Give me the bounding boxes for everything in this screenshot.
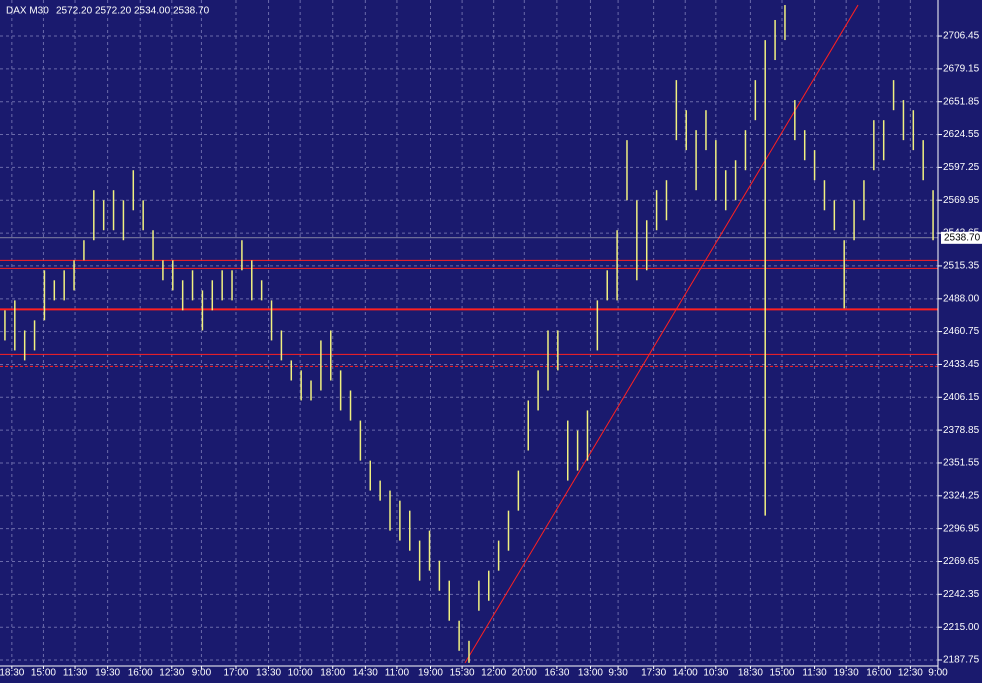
x-tick-label: 13:00: [578, 668, 603, 678]
x-tick-label: 9:30: [608, 668, 628, 678]
x-tick-label: 16:00: [128, 668, 153, 678]
x-tick-label: 12:30: [159, 668, 184, 678]
header-low: 2534.00: [134, 6, 171, 17]
y-tick-label: 2569.95: [943, 195, 980, 206]
bars: [4, 5, 934, 663]
x-tick-label: 13:30: [256, 668, 281, 678]
x-tick-label: 11:30: [63, 668, 88, 678]
y-tick-label: 2597.25: [943, 162, 980, 173]
x-tick-label: 15:30: [450, 668, 475, 678]
y-tick-label: 2488.00: [943, 293, 980, 304]
x-tick-label: 18:30: [738, 668, 763, 678]
x-tick-label: 11:30: [802, 668, 827, 678]
y-tick-label: 2378.85: [943, 425, 980, 436]
y-tick-label: 2215.00: [943, 622, 980, 633]
x-tick-label: 16:00: [866, 668, 891, 678]
y-tick-label: 2460.75: [943, 326, 980, 337]
y-tick-label: 2679.15: [943, 64, 980, 75]
x-tick-label: 12:30: [898, 668, 923, 678]
x-tick-label: 9:00: [192, 668, 212, 678]
x-tick-label: 15:00: [769, 668, 794, 678]
y-tick-label: 2242.35: [943, 589, 980, 600]
x-tick-label: 20:00: [512, 668, 537, 678]
grid: [0, 0, 939, 666]
x-tick-label: 14:30: [353, 668, 378, 678]
y-tick-label: 2651.85: [943, 96, 980, 107]
x-tick-label: 16:30: [544, 668, 569, 678]
header-high: 2572.20: [95, 6, 132, 17]
last-price-label: 2538.70: [944, 232, 981, 243]
y-tick-label: 2351.55: [943, 458, 980, 469]
x-tick-label: 15:00: [31, 668, 56, 678]
x-tick-label: 19:30: [834, 668, 859, 678]
y-tick-label: 2433.45: [943, 359, 980, 370]
trend-line: [464, 4, 859, 664]
y-tick-label: 2624.55: [943, 129, 980, 140]
y-tick-label: 2187.75: [943, 655, 980, 666]
y-tick-label: 2296.95: [943, 523, 980, 534]
x-tick-label: 17:00: [223, 668, 248, 678]
levels: [0, 4, 938, 664]
last-price-tag: [941, 231, 982, 244]
x-tick-label: 14:00: [673, 668, 698, 678]
header-open: 2572.20: [56, 6, 93, 17]
y-tick-label: 2324.25: [943, 490, 980, 501]
x-tick-label: 9:00: [928, 668, 948, 678]
y-tick-label: 2406.15: [943, 392, 980, 403]
x-tick-label: 19:30: [95, 668, 120, 678]
x-tick-label: 17:30: [641, 668, 666, 678]
x-tick-label: 12:00: [481, 668, 506, 678]
x-tick-label: 18:00: [320, 668, 345, 678]
y-tick-label: 2515.35: [943, 261, 980, 272]
y-tick-label: 2269.65: [943, 556, 980, 567]
x-tick-label: 19:00: [418, 668, 443, 678]
x-tick-label: 10:30: [703, 668, 728, 678]
x-tick-label: 10:00: [288, 668, 313, 678]
x-tick-label: 11:00: [385, 668, 410, 678]
x-tick-label: 18:30: [0, 668, 25, 678]
header-close: 2538.70: [173, 6, 210, 17]
symbol: DAX M30: [6, 6, 49, 17]
y-tick-label: 2706.45: [943, 31, 980, 42]
